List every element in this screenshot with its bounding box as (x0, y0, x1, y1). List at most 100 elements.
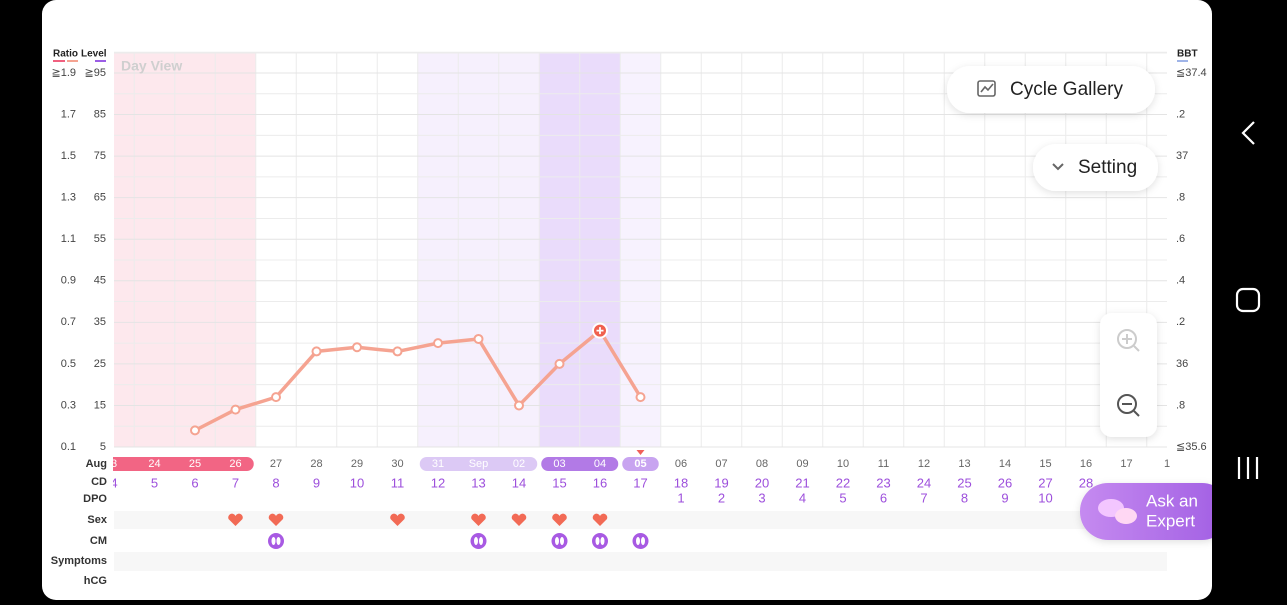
bbt-tick-label: .6 (1176, 233, 1185, 245)
point (554, 358, 565, 369)
cd-label: 14 (512, 475, 526, 490)
cm-icon-dot (560, 537, 564, 545)
button-bg (1080, 483, 1230, 540)
cm-icon-dot (636, 537, 640, 545)
today-marker (636, 450, 645, 455)
zoom-in[interactable] (1117, 329, 1140, 352)
zoom-bg (1100, 313, 1157, 437)
ratio-label: Ratio (53, 49, 78, 60)
sex-icon (511, 513, 527, 526)
dpo-label: 6 (880, 490, 887, 505)
cd-label: 28 (1079, 475, 1093, 490)
cm-icon (592, 533, 608, 549)
cm-icon-dot (600, 537, 605, 545)
date-label: 11 (878, 458, 889, 470)
recents-button[interactable] (1237, 457, 1259, 479)
point (433, 338, 443, 349)
date-label: 10 (837, 458, 849, 470)
home-button[interactable] (1235, 287, 1261, 313)
date-label: 03 (553, 458, 565, 470)
cycle-gallery-button[interactable]: Cycle Gallery (947, 66, 1155, 113)
cd-label: 15 (552, 475, 566, 490)
date-label: 04 (594, 458, 606, 470)
ratio-tick-label: 1.3 (61, 192, 76, 204)
ratio-tick-label: 0.7 (61, 316, 76, 328)
bbt-tick-label: .2 (1176, 108, 1185, 120)
row-label: DPO (83, 493, 107, 505)
point (635, 392, 646, 403)
date-label: 12 (918, 458, 930, 470)
cm-icon (470, 533, 487, 549)
level-tick-label: 15 (94, 399, 106, 411)
bbt-tick-label: .8 (1176, 192, 1185, 204)
cd-label: 20 (755, 475, 769, 490)
point (311, 346, 322, 357)
selected-plus (596, 327, 604, 335)
date-label: 08 (756, 458, 768, 470)
icon (1133, 410, 1140, 417)
date-label: 3 (111, 458, 117, 470)
dpo-label: 2 (718, 490, 725, 505)
cm-icon-dot (555, 537, 559, 545)
cd-label: 9 (313, 475, 320, 490)
cd-label: 10 (350, 475, 364, 490)
dpo-label: 9 (1001, 490, 1008, 505)
dpo-label: 8 (961, 490, 968, 505)
date-label: 31 (432, 458, 444, 470)
bbt-tick-label: 37 (1176, 150, 1188, 162)
date-label: Sep (469, 458, 489, 470)
button-label: Ask an (1146, 491, 1198, 510)
level-tick-label: ≧95 (85, 67, 106, 79)
point (514, 400, 524, 411)
sex-icon (552, 513, 567, 526)
ask-expert-button[interactable]: Ask an Expert (1080, 483, 1230, 540)
dpo-label: 1 (677, 490, 684, 505)
dpo-label: 5 (839, 490, 846, 505)
level-tick-label: 35 (94, 316, 106, 328)
cd-label: 4 (110, 475, 117, 490)
ratio-tick-label: 1.1 (61, 233, 76, 245)
cm-icon-dot (641, 537, 645, 545)
ratio-tick-label: 0.5 (61, 358, 76, 370)
level-tick-label: 85 (94, 108, 106, 120)
zoom-out[interactable] (1117, 394, 1140, 417)
level-tick-label: 25 (94, 358, 106, 370)
icon (1115, 508, 1137, 524)
bbt-tick-label: 36 (1176, 358, 1188, 370)
row-band (114, 511, 1167, 529)
date-label: 15 (1039, 458, 1051, 470)
ratio-tick-label: 0.3 (61, 399, 76, 411)
level-tick-label: 65 (94, 192, 106, 204)
date-label: 07 (715, 458, 727, 470)
point (352, 342, 362, 353)
cm-icon (551, 533, 568, 549)
row-label: CD (91, 476, 107, 488)
cd-label: 24 (917, 475, 931, 490)
setting-button[interactable]: Setting (1033, 144, 1158, 191)
date-label: 24 (148, 458, 160, 470)
row-band (114, 552, 1167, 571)
date-label: 27 (270, 458, 282, 470)
cd-label: 11 (391, 475, 405, 490)
phase-band (114, 53, 256, 447)
level-tick-label: 45 (94, 275, 106, 287)
cd-label: 19 (714, 475, 728, 490)
button-bg (947, 66, 1155, 113)
level-tick-label: 75 (94, 150, 106, 162)
point (230, 404, 241, 415)
sex-icon (268, 513, 284, 526)
date-label: 29 (351, 458, 363, 470)
phase-band (620, 53, 661, 447)
cd-label: 27 (1038, 475, 1052, 490)
row-label: CM (90, 535, 107, 547)
cd-label: 13 (471, 475, 485, 490)
date-pill (113, 457, 254, 471)
bbt-tick-label: ≦35.6 (1176, 441, 1207, 453)
dpo-label: 3 (758, 490, 765, 505)
sex-icon (471, 513, 486, 526)
ratio-tick-label: 1.5 (61, 150, 76, 162)
cd-label: 12 (431, 475, 445, 490)
cd-label: 8 (272, 475, 279, 490)
back-button[interactable] (1241, 121, 1255, 145)
